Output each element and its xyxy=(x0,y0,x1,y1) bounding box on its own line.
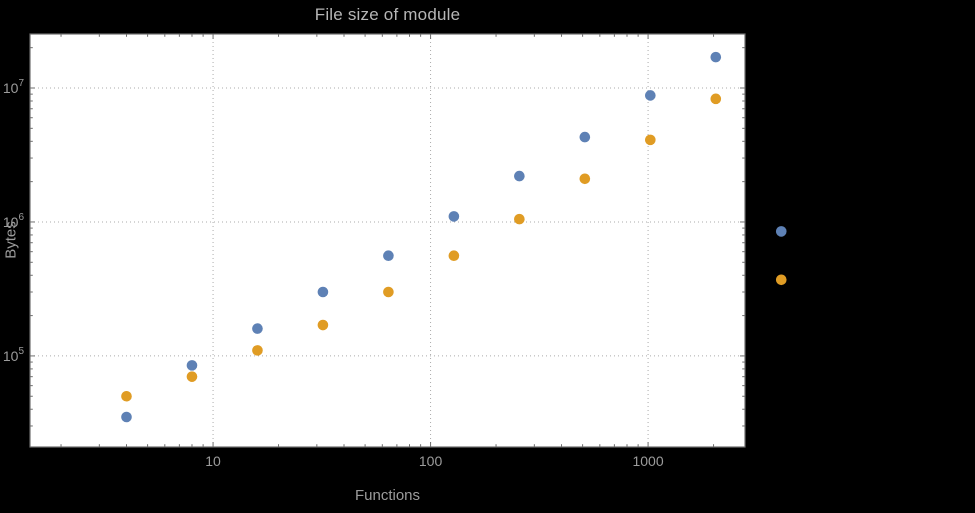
data-point-orange xyxy=(317,319,329,331)
data-point-orange xyxy=(186,371,198,382)
data-point-blue xyxy=(710,51,722,63)
plot-area xyxy=(30,34,745,447)
data-point-blue xyxy=(186,360,198,371)
data-point-blue xyxy=(383,250,394,261)
x-tick-label: 100 xyxy=(419,453,443,469)
y-tick-label: 105 xyxy=(3,346,25,364)
data-point-blue xyxy=(579,131,591,143)
data-point-orange xyxy=(775,274,787,286)
data-point-blue xyxy=(645,90,656,101)
data-point-orange xyxy=(645,134,656,146)
data-point-orange xyxy=(252,345,263,356)
y-tick-label: 107 xyxy=(3,78,25,96)
data-point-orange xyxy=(121,390,132,402)
data-point-blue xyxy=(317,286,329,298)
plot-frame xyxy=(29,33,746,448)
y-tick-label: 106 xyxy=(3,212,25,230)
data-point-blue xyxy=(252,323,263,334)
y-axis-label: Bytes xyxy=(2,221,20,259)
data-point-blue xyxy=(514,170,525,182)
data-point-blue xyxy=(775,226,787,237)
x-tick-label: 1000 xyxy=(632,453,663,469)
data-point-orange xyxy=(514,213,525,225)
data-point-orange xyxy=(579,173,591,185)
data-point-blue xyxy=(448,211,460,222)
x-tick-label: 10 xyxy=(205,453,221,469)
data-point-orange xyxy=(448,250,460,261)
data-point-orange xyxy=(710,93,722,105)
chart-title: File size of module xyxy=(314,5,461,24)
data-point-orange xyxy=(383,286,394,298)
data-point-blue xyxy=(121,411,132,423)
x-axis-label: Functions xyxy=(354,487,421,504)
